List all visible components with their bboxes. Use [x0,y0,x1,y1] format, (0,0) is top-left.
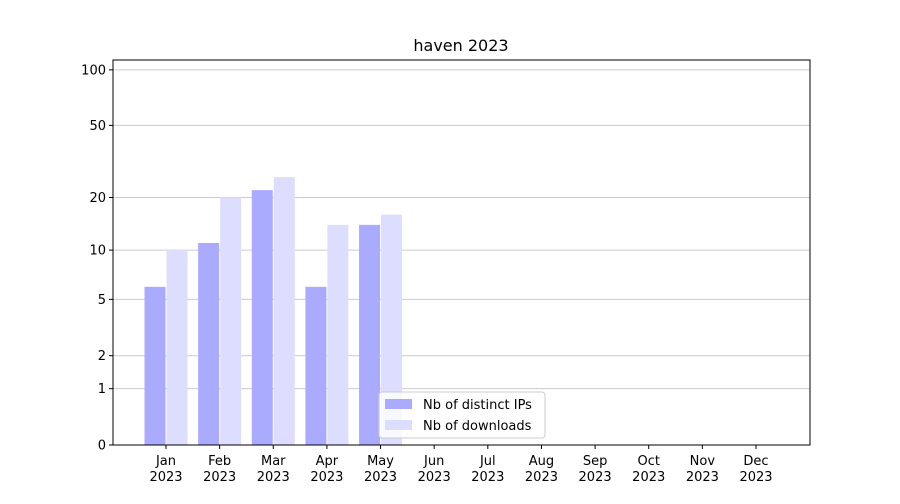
x-tick-label: Nov 2023 [686,454,719,485]
y-tick-label: 2 [98,349,106,364]
legend-swatch [385,420,412,430]
legend-label: Nb of downloads [423,419,532,434]
bar [381,214,403,445]
y-tick-label: 5 [98,293,106,308]
x-tick-label: Dec 2023 [739,454,772,485]
x-tick-label: Feb 2023 [203,454,236,485]
x-tick-label: Sep 2023 [579,454,612,485]
x-tick-label: Mar 2023 [257,454,290,485]
x-tick-label: Oct 2023 [632,454,665,485]
x-tick-label: Jan 2023 [149,454,182,485]
y-tick-label: 1 [98,382,106,397]
x-tick-label: Jul 2023 [471,454,504,485]
y-tick-label: 50 [89,119,106,134]
y-tick-label: 100 [81,63,106,78]
bar [359,224,381,445]
bar [220,197,242,445]
bar [273,177,295,445]
bar [166,250,188,445]
bar [305,286,327,445]
legend-swatch [385,399,412,409]
x-tick-label: Apr 2023 [310,454,343,485]
bar [327,224,349,445]
chart-title: haven 2023 [413,36,508,55]
x-tick-label: May 2023 [364,454,397,485]
bar [144,286,166,445]
x-tick-label: Jun 2023 [418,454,451,485]
x-tick-label: Aug 2023 [525,454,558,485]
bar [198,243,220,445]
y-tick-label: 20 [89,191,106,206]
plot-frame [112,59,811,446]
y-tick-label: 10 [89,244,106,259]
legend-label: Nb of distinct IPs [423,398,532,413]
legend-box [378,391,546,439]
bar [251,190,273,445]
y-tick-label: 0 [98,439,106,454]
